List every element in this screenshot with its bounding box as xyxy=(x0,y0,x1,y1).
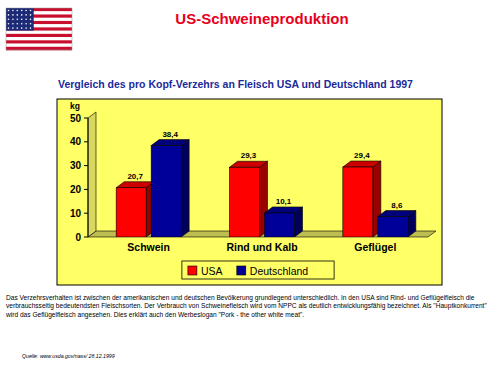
bar xyxy=(151,146,181,237)
bar xyxy=(116,188,146,237)
legend-box xyxy=(182,261,334,279)
flag-star xyxy=(30,14,32,16)
legend-swatch xyxy=(188,266,197,275)
flag-star xyxy=(30,10,32,12)
flag-star xyxy=(30,23,32,25)
legend: USA Deutschland xyxy=(182,261,334,279)
flag-star xyxy=(21,23,23,25)
bar xyxy=(343,167,373,237)
flag-star xyxy=(8,27,10,29)
bar-top xyxy=(230,161,268,167)
flag-star xyxy=(21,19,23,21)
stage: US-Schweineproduktion Vergleich des pro K… xyxy=(0,0,500,375)
data-label: 10,1 xyxy=(276,197,292,206)
data-label: 29,3 xyxy=(241,151,257,160)
note-text: Das Verzehrsverhalten ist zwischen der a… xyxy=(6,294,492,319)
flag-star xyxy=(17,19,19,21)
flag-star xyxy=(17,27,19,29)
flag-star xyxy=(8,10,10,12)
bar-top xyxy=(378,211,416,217)
flag-stripe xyxy=(6,40,72,44)
flag-star xyxy=(8,23,10,25)
flag-star xyxy=(12,19,14,21)
flag-stripe xyxy=(6,37,72,41)
flag-star xyxy=(30,19,32,21)
y-tick-label: 30 xyxy=(70,160,82,171)
flag-star xyxy=(25,27,27,29)
data-label: 29,4 xyxy=(354,151,370,160)
flag-stripe xyxy=(6,44,72,48)
data-label: 38,4 xyxy=(162,130,178,139)
flag-star xyxy=(12,27,14,29)
y-tick-label: 20 xyxy=(70,184,82,195)
y-tick-label: 0 xyxy=(75,232,81,243)
flag-star xyxy=(12,10,14,12)
bar-top xyxy=(343,161,381,167)
x-tick-label: Rind und Kalb xyxy=(226,241,297,253)
x-tick-label: Geflügel xyxy=(354,241,396,253)
y-axis xyxy=(88,118,89,237)
x-tick-label: Schwein xyxy=(127,241,170,253)
flag-star xyxy=(17,14,19,16)
page-title: US-Schweineproduktion xyxy=(175,10,348,27)
flag-star xyxy=(21,14,23,16)
flag-star xyxy=(17,23,19,25)
bar xyxy=(378,217,408,237)
y-tick xyxy=(84,213,88,214)
y-axis-label: kg xyxy=(70,101,80,111)
flag-star xyxy=(30,27,32,29)
data-label: 20,7 xyxy=(127,172,143,181)
legend-label: Deutschland xyxy=(250,265,309,277)
y-tick-label: 40 xyxy=(70,136,82,147)
flag xyxy=(6,8,72,50)
bar-top xyxy=(116,182,154,188)
data-labels: 20,7 38,4 29,3 10,1 29,4 8,6 xyxy=(127,130,403,210)
flag-star xyxy=(17,10,19,12)
flag-border xyxy=(6,8,72,50)
flag-star xyxy=(8,14,10,16)
bar-top xyxy=(151,140,189,146)
flag-star xyxy=(21,10,23,12)
y-tick xyxy=(84,189,88,190)
legend-label: USA xyxy=(201,265,223,277)
y-tick xyxy=(84,165,88,166)
flag-stripe xyxy=(6,34,72,38)
chart-title: Vergleich des pro Kopf-Verzehrs an Fleis… xyxy=(58,78,413,90)
flag-star xyxy=(12,23,14,25)
flag-star xyxy=(21,27,23,29)
y-tick-label: 10 xyxy=(70,208,82,219)
y-tick xyxy=(84,237,88,238)
y-tick-label: 50 xyxy=(70,113,82,124)
chart-box xyxy=(57,99,442,285)
bars xyxy=(116,140,416,237)
data-label: 8,6 xyxy=(391,201,403,210)
flag-star xyxy=(12,14,14,16)
y-tick xyxy=(84,141,88,142)
flag-star xyxy=(25,23,27,25)
flag-star xyxy=(25,10,27,12)
bar xyxy=(230,167,260,237)
bar xyxy=(265,213,295,237)
bar-side xyxy=(181,140,189,237)
bar-top xyxy=(265,207,303,213)
flag-star xyxy=(25,19,27,21)
side-wall xyxy=(88,112,96,237)
flag-canton xyxy=(6,8,34,31)
flag-stripe xyxy=(6,31,72,35)
legend-swatch xyxy=(237,266,246,275)
flag-star xyxy=(25,14,27,16)
flag-star xyxy=(8,19,10,21)
y-tick xyxy=(84,118,88,119)
note-source: Quelle: www.usda.gov/nass/ 28.12.1999 xyxy=(22,353,500,359)
